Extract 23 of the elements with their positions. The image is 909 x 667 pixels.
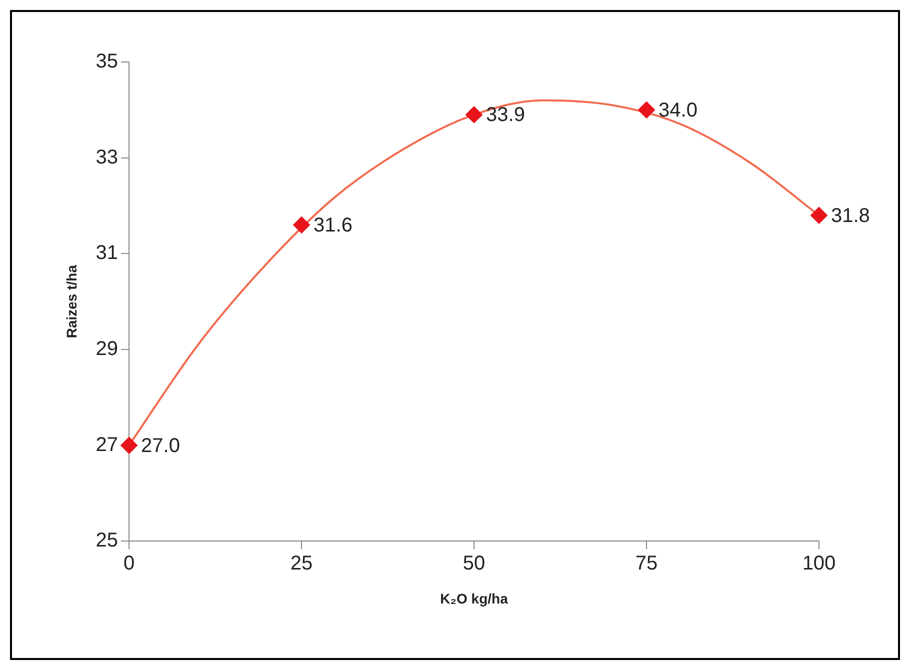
data-label: 27.0 (141, 434, 180, 457)
data-label: 34.0 (658, 99, 698, 122)
y-tick-label: 31 (96, 242, 118, 264)
y-tick-label: 25 (96, 530, 118, 552)
x-tick-label: 25 (290, 552, 313, 575)
point (293, 216, 310, 234)
x-axis-title: K₂O kg/ha (440, 590, 508, 606)
y-tick-label: 35 (96, 50, 118, 73)
x-tick-label: 0 (123, 552, 135, 575)
data-label: 31.8 (831, 204, 870, 227)
point (466, 106, 483, 124)
point (638, 101, 656, 118)
data-label: 31.6 (314, 214, 352, 236)
y-axis-title: Raizes t/ha (63, 264, 80, 338)
point (120, 436, 138, 454)
data-label: 33.9 (486, 104, 525, 126)
y-tick-label: 33 (96, 146, 118, 168)
y-tick-label: 29 (96, 338, 118, 360)
x-tick-label: 50 (462, 552, 486, 575)
x-tick-label: 100 (802, 552, 836, 575)
x-tick-label: 75 (635, 552, 658, 575)
point (810, 206, 828, 224)
y-tick-label: 27 (96, 434, 118, 456)
